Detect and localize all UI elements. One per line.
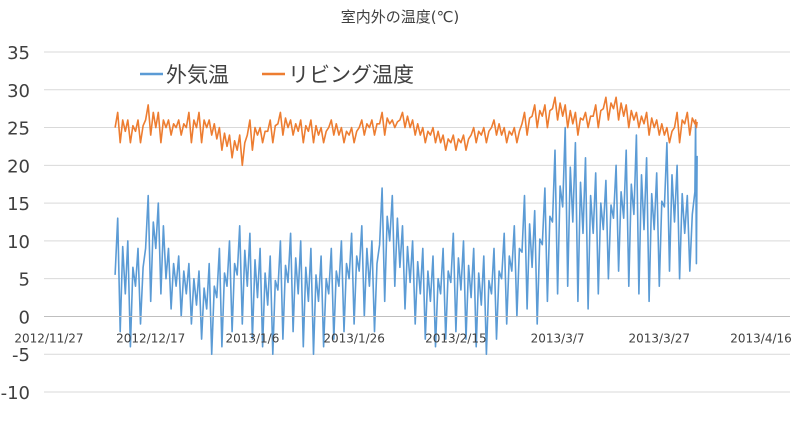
x-axis-tick-labels: 2012/11/27 2012/12/17 2013/1/6 2013/1/26 201…	[14, 315, 792, 345]
y-tick-label-3: 20	[7, 156, 30, 177]
y-tick-label-9: -10	[1, 383, 30, 404]
x-tick-label-1: 2012/12/17	[116, 331, 185, 345]
y-tick-label-1: 30	[7, 81, 30, 102]
x-tick-label-5: 2013/3/7	[531, 331, 585, 345]
y-tick-label-6: 5	[19, 270, 30, 291]
x-tick-label-6: 2013/3/27	[629, 331, 691, 345]
x-tick-label-4: 2013/2/15	[425, 331, 487, 345]
y-tick-label-8: -5	[12, 345, 30, 366]
chart-title: 室内外の温度(℃)	[340, 8, 460, 26]
legend-label-living: リビング温度	[288, 63, 414, 87]
y-tick-label-4: 15	[7, 194, 30, 215]
x-tick-label-2: 2013/1/6	[225, 331, 279, 345]
x-tick-label-7: 2013/4/16	[730, 331, 792, 345]
series-layer	[114, 96, 698, 355]
legend-label-outdoor: 外気温	[166, 63, 229, 87]
y-tick-label-5: 10	[7, 232, 30, 253]
x-tick-label-0: 2012/11/27	[14, 331, 83, 345]
y-tick-label-0: 35	[7, 43, 30, 64]
y-axis-tick-labels: 35 30 25 20 15 10 5 0 -5 -10	[1, 43, 30, 404]
series-line-1	[114, 96, 698, 167]
legend: 外気温 リビング温度	[140, 63, 414, 87]
y-tick-label-7: 0	[19, 307, 30, 328]
y-tick-label-2: 25	[7, 119, 30, 140]
series-line-0	[114, 119, 698, 355]
x-tick-label-3: 2013/1/26	[323, 331, 385, 345]
